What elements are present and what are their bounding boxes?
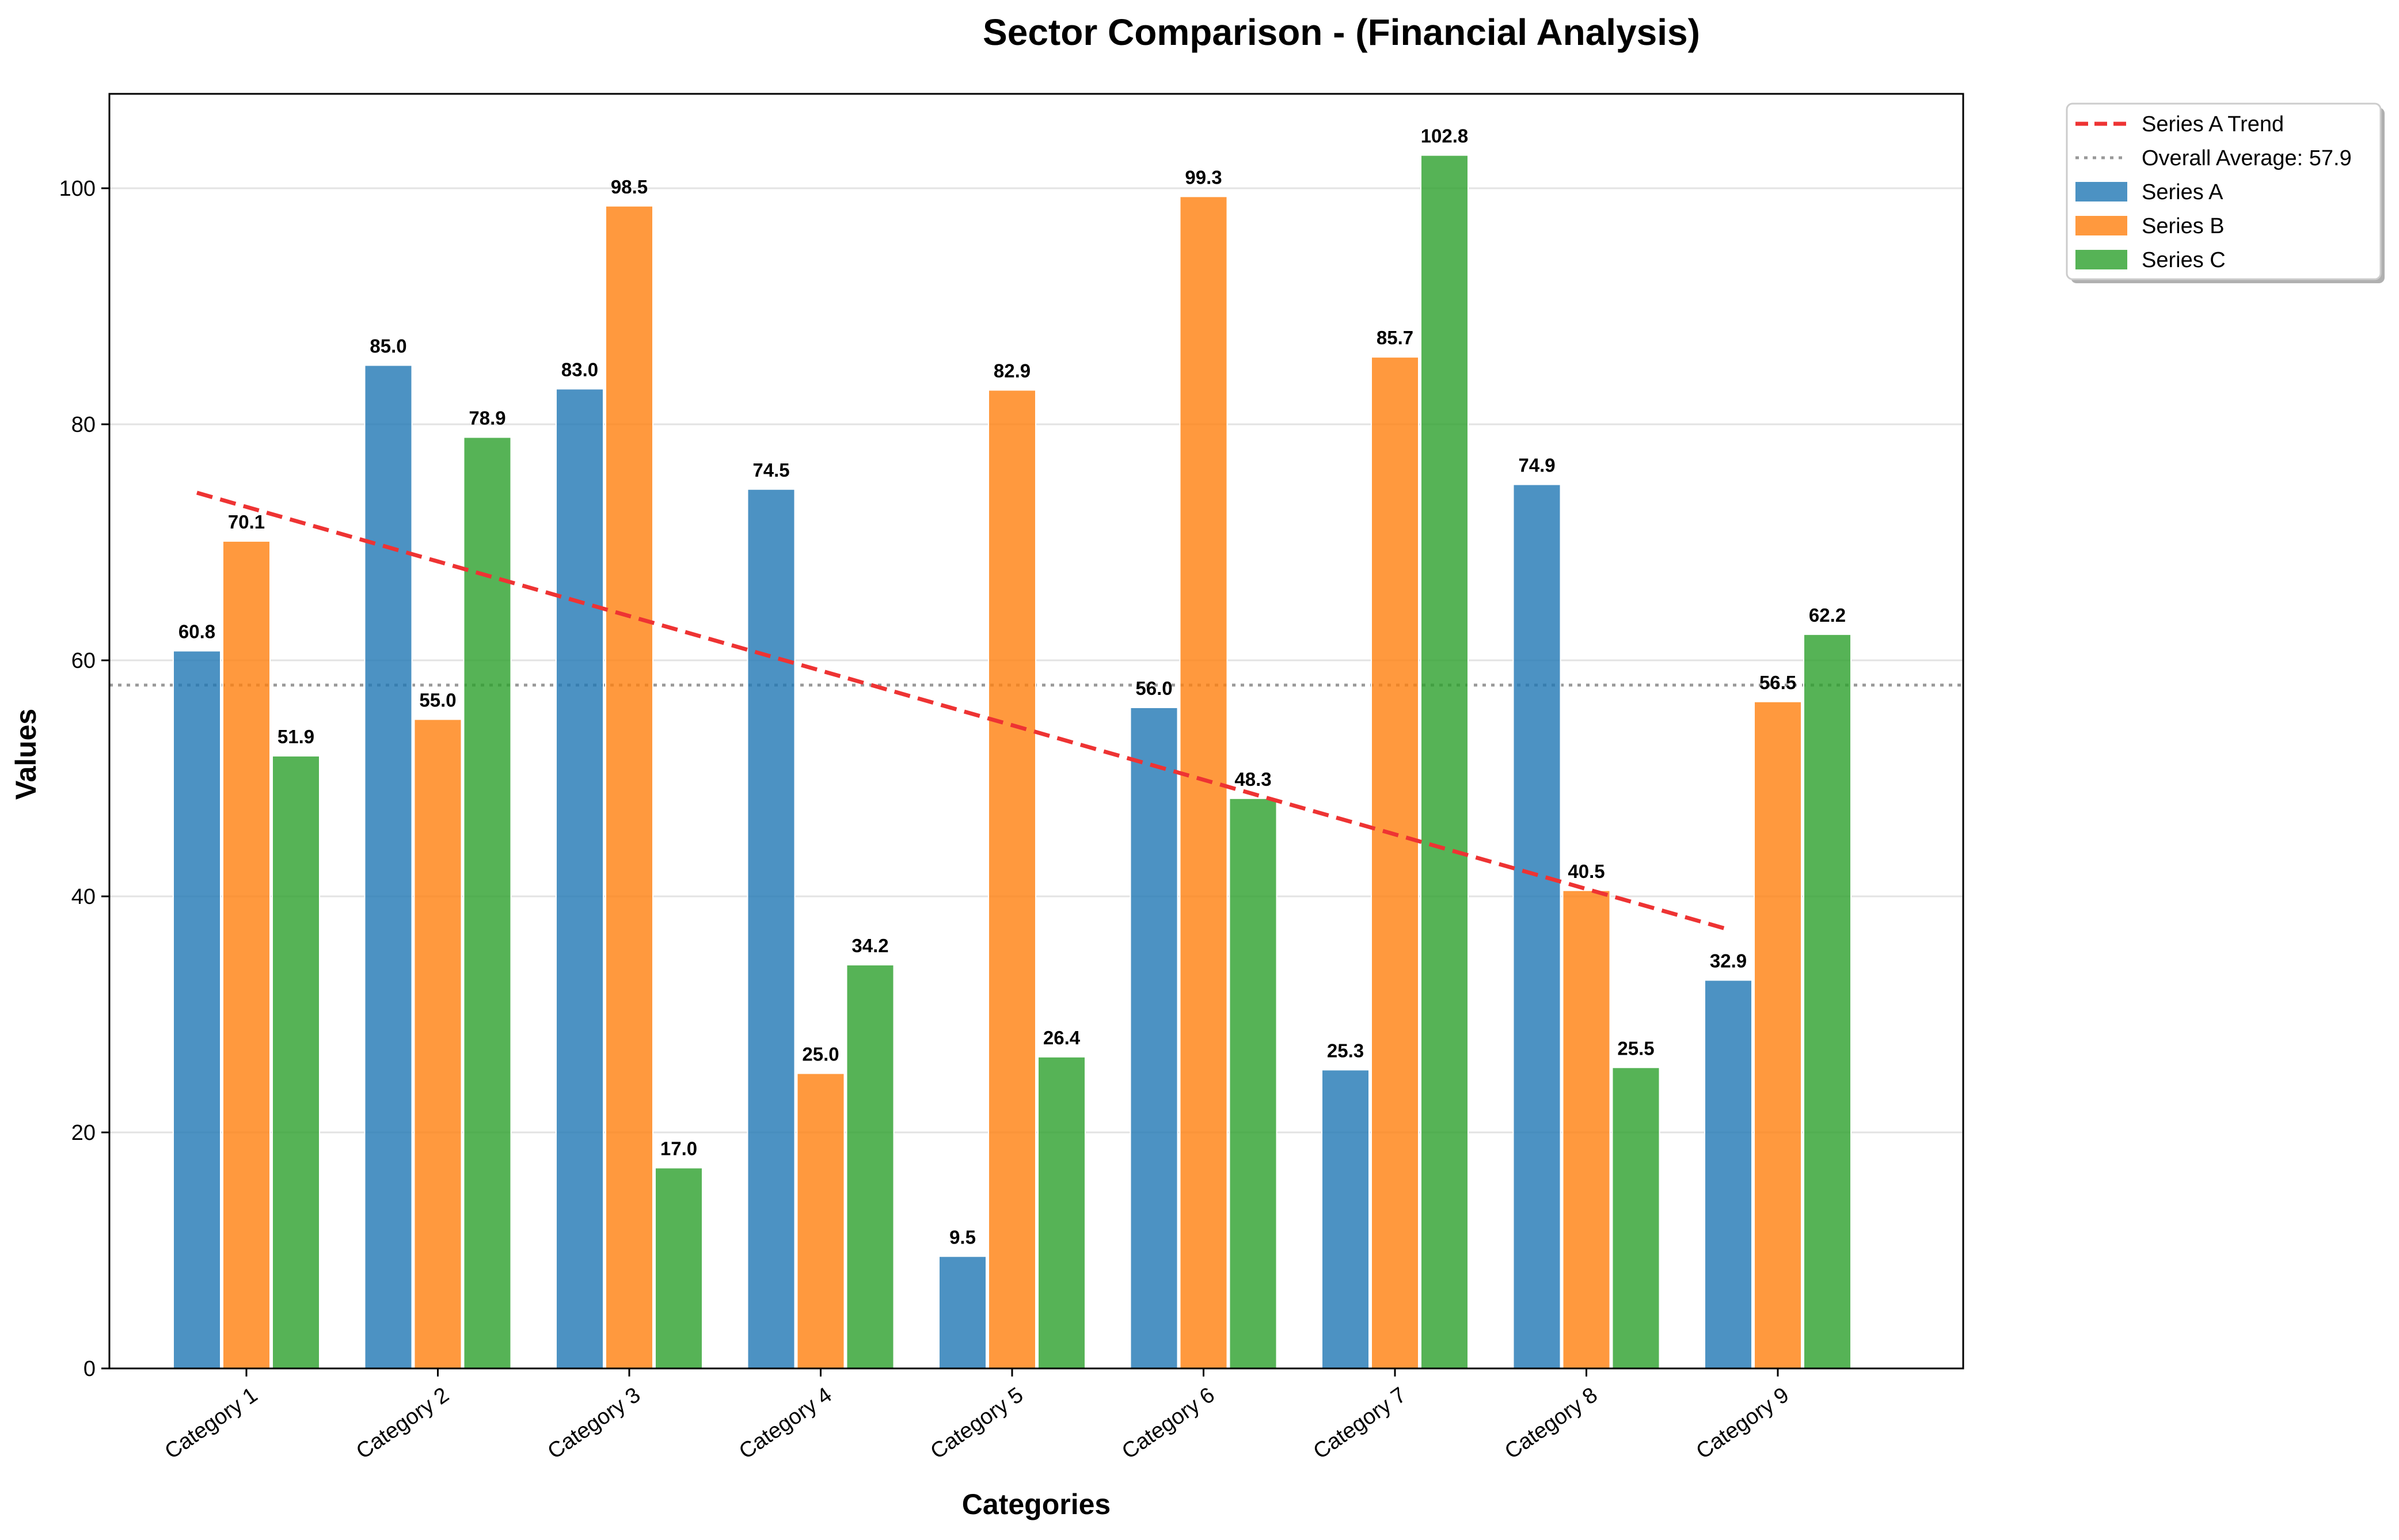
bar-series-b <box>605 205 653 1369</box>
bars-layer <box>173 154 1851 1370</box>
bar-value-label: 26.4 <box>1043 1027 1081 1048</box>
bar-value-label: 98.5 <box>611 176 648 197</box>
legend-label: Series A <box>2142 180 2223 204</box>
bar-value-label: 32.9 <box>1710 950 1747 972</box>
y-axis-label: Values <box>10 709 42 800</box>
bar-value-label: 60.8 <box>178 621 215 642</box>
bar-series-b <box>796 1073 845 1369</box>
bar-value-label: 55.0 <box>419 690 456 711</box>
bar-series-c <box>1037 1056 1086 1370</box>
x-axis-label: Categories <box>962 1488 1111 1520</box>
bar-series-a <box>1704 979 1752 1370</box>
bar-value-label: 74.5 <box>752 459 789 481</box>
bar-value-label: 102.8 <box>1421 126 1469 147</box>
bar-value-label: 85.0 <box>370 336 406 357</box>
y-tick-label: 0 <box>83 1357 96 1381</box>
legend-swatch <box>2075 182 2127 201</box>
bar-series-c <box>846 964 895 1369</box>
chart-title: Sector Comparison - (Financial Analysis) <box>983 12 1700 53</box>
y-tick-label: 40 <box>71 885 96 909</box>
bar-series-a <box>364 364 413 1369</box>
legend-label: Overall Average: 57.9 <box>2142 146 2352 170</box>
bar-value-label: 78.9 <box>469 408 505 429</box>
legend-swatch <box>2075 216 2127 235</box>
data-labels-layer: 60.8 85.0 83.0 74.5 9.5 56.0 25.3 74.9 32.9 70.1 5… <box>178 126 1846 1248</box>
bar-value-label: 25.3 <box>1327 1040 1364 1061</box>
bar-value-label: 25.5 <box>1617 1037 1654 1059</box>
bar-series-b <box>413 718 462 1369</box>
bar-series-c <box>1803 633 1851 1369</box>
bar-value-label: 83.0 <box>561 359 598 381</box>
bar-series-b <box>1562 889 1611 1369</box>
legend-label: Series B <box>2142 214 2225 238</box>
bar-series-a <box>1512 484 1561 1369</box>
y-axis: 0 20 40 60 80 100 <box>59 177 109 1381</box>
bar-value-label: 25.0 <box>802 1044 839 1065</box>
bar-value-label: 51.9 <box>277 726 314 747</box>
bar-value-label: 48.3 <box>1234 769 1271 790</box>
bar-series-c <box>1420 154 1469 1369</box>
bar-series-c <box>272 755 320 1369</box>
bar-value-label: 40.5 <box>1568 861 1605 882</box>
y-tick-label: 100 <box>59 177 96 201</box>
legend-swatch <box>2075 250 2127 269</box>
bar-series-b <box>1179 196 1228 1370</box>
y-tick-label: 20 <box>71 1121 96 1145</box>
bar-value-label: 34.2 <box>851 935 888 956</box>
bar-series-b <box>222 540 271 1370</box>
bar-series-b <box>1371 356 1419 1369</box>
bar-series-a <box>173 650 221 1369</box>
bar-series-a <box>1321 1069 1370 1369</box>
bar-value-label: 17.0 <box>660 1138 697 1159</box>
bar-series-a <box>556 388 604 1369</box>
bar-series-b <box>988 389 1036 1369</box>
bar-value-label: 56.0 <box>1135 678 1172 699</box>
bar-value-label: 62.2 <box>1809 604 1846 626</box>
bar-value-label: 85.7 <box>1377 327 1413 348</box>
bar-series-c <box>1229 797 1278 1369</box>
bar-series-c <box>655 1167 703 1369</box>
legend-label: Series C <box>2142 248 2226 272</box>
bar-value-label: 9.5 <box>949 1226 976 1248</box>
bar-series-a <box>747 488 796 1369</box>
bar-value-label: 74.9 <box>1518 455 1555 476</box>
bar-series-b <box>1754 701 1802 1369</box>
bar-value-label: 82.9 <box>994 360 1031 382</box>
legend-box <box>2066 102 2382 280</box>
y-tick-label: 80 <box>71 413 96 437</box>
bar-value-label: 70.1 <box>228 511 265 533</box>
bar-value-label: 56.5 <box>1759 672 1796 693</box>
plot-area-frame <box>108 93 1964 1370</box>
bar-series-c <box>463 436 512 1369</box>
bar-series-a <box>1130 707 1178 1369</box>
bar-series-a <box>938 1256 987 1369</box>
bar-series-c <box>1611 1067 1660 1369</box>
legend-label: Series A Trend <box>2142 112 2284 136</box>
bar-value-label: 99.3 <box>1185 166 1222 188</box>
y-tick-label: 60 <box>71 649 96 673</box>
legend: Series A Trend Overall Average: 57.9 Serie… <box>2066 102 2385 283</box>
